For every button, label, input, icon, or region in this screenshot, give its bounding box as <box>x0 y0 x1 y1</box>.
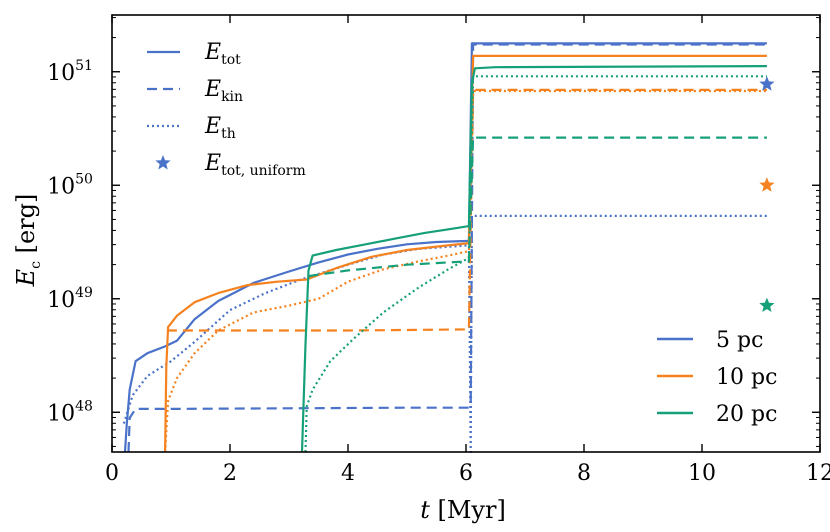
legend-label: Ekin <box>204 77 243 105</box>
legend-run-label: 20 pc <box>716 402 777 427</box>
series-line-5 <box>164 89 767 453</box>
uniform-marker-layer <box>759 76 775 312</box>
legend-run-label: 5 pc <box>716 328 763 353</box>
y-tick-label: 1051 <box>47 58 93 86</box>
series-line-0 <box>123 42 767 453</box>
x-tick-label: 6 <box>459 461 473 486</box>
legend-run-label: 10 pc <box>716 365 777 390</box>
x-tick-label: 0 <box>105 461 119 486</box>
x-tick-label: 8 <box>577 461 591 486</box>
series-line-8 <box>304 75 767 453</box>
legend-line-styles: Etot Ekin Eth Etot, uniform <box>147 40 306 179</box>
series-line-2 <box>122 214 767 454</box>
x-tick-label: 2 <box>223 461 237 486</box>
series-line-7 <box>308 136 767 278</box>
x-tick-label: 12 <box>806 461 830 486</box>
x-tick-label: 4 <box>341 461 355 486</box>
y-tick-label: 1049 <box>47 285 93 313</box>
legend-label: Etot <box>204 40 241 68</box>
series-layer <box>122 42 767 454</box>
series-line-6 <box>300 65 767 453</box>
x-axis-label: t [Myr] <box>420 496 506 524</box>
x-tick-label: 10 <box>688 461 716 486</box>
tick-layer: 0 2 4 6 8 10 12 1048 1049 1050 1051 <box>47 15 830 486</box>
series-line-3 <box>164 54 767 453</box>
uniform-star-1 <box>759 177 775 192</box>
uniform-star-0 <box>759 76 775 91</box>
series-line-1 <box>127 43 767 453</box>
y-axis-label: Ec [erg] <box>12 194 44 288</box>
y-tick-label: 1050 <box>47 171 93 199</box>
y-tick-label: 1048 <box>47 398 93 426</box>
uniform-star-2 <box>759 297 775 312</box>
legend-label: Etot, uniform <box>204 151 306 179</box>
legend-run-colors: 5 pc 10 pc 20 pc <box>657 328 777 427</box>
series-line-4 <box>166 88 767 332</box>
legend-star-icon <box>155 155 171 170</box>
legend-label: Eth <box>204 114 236 142</box>
